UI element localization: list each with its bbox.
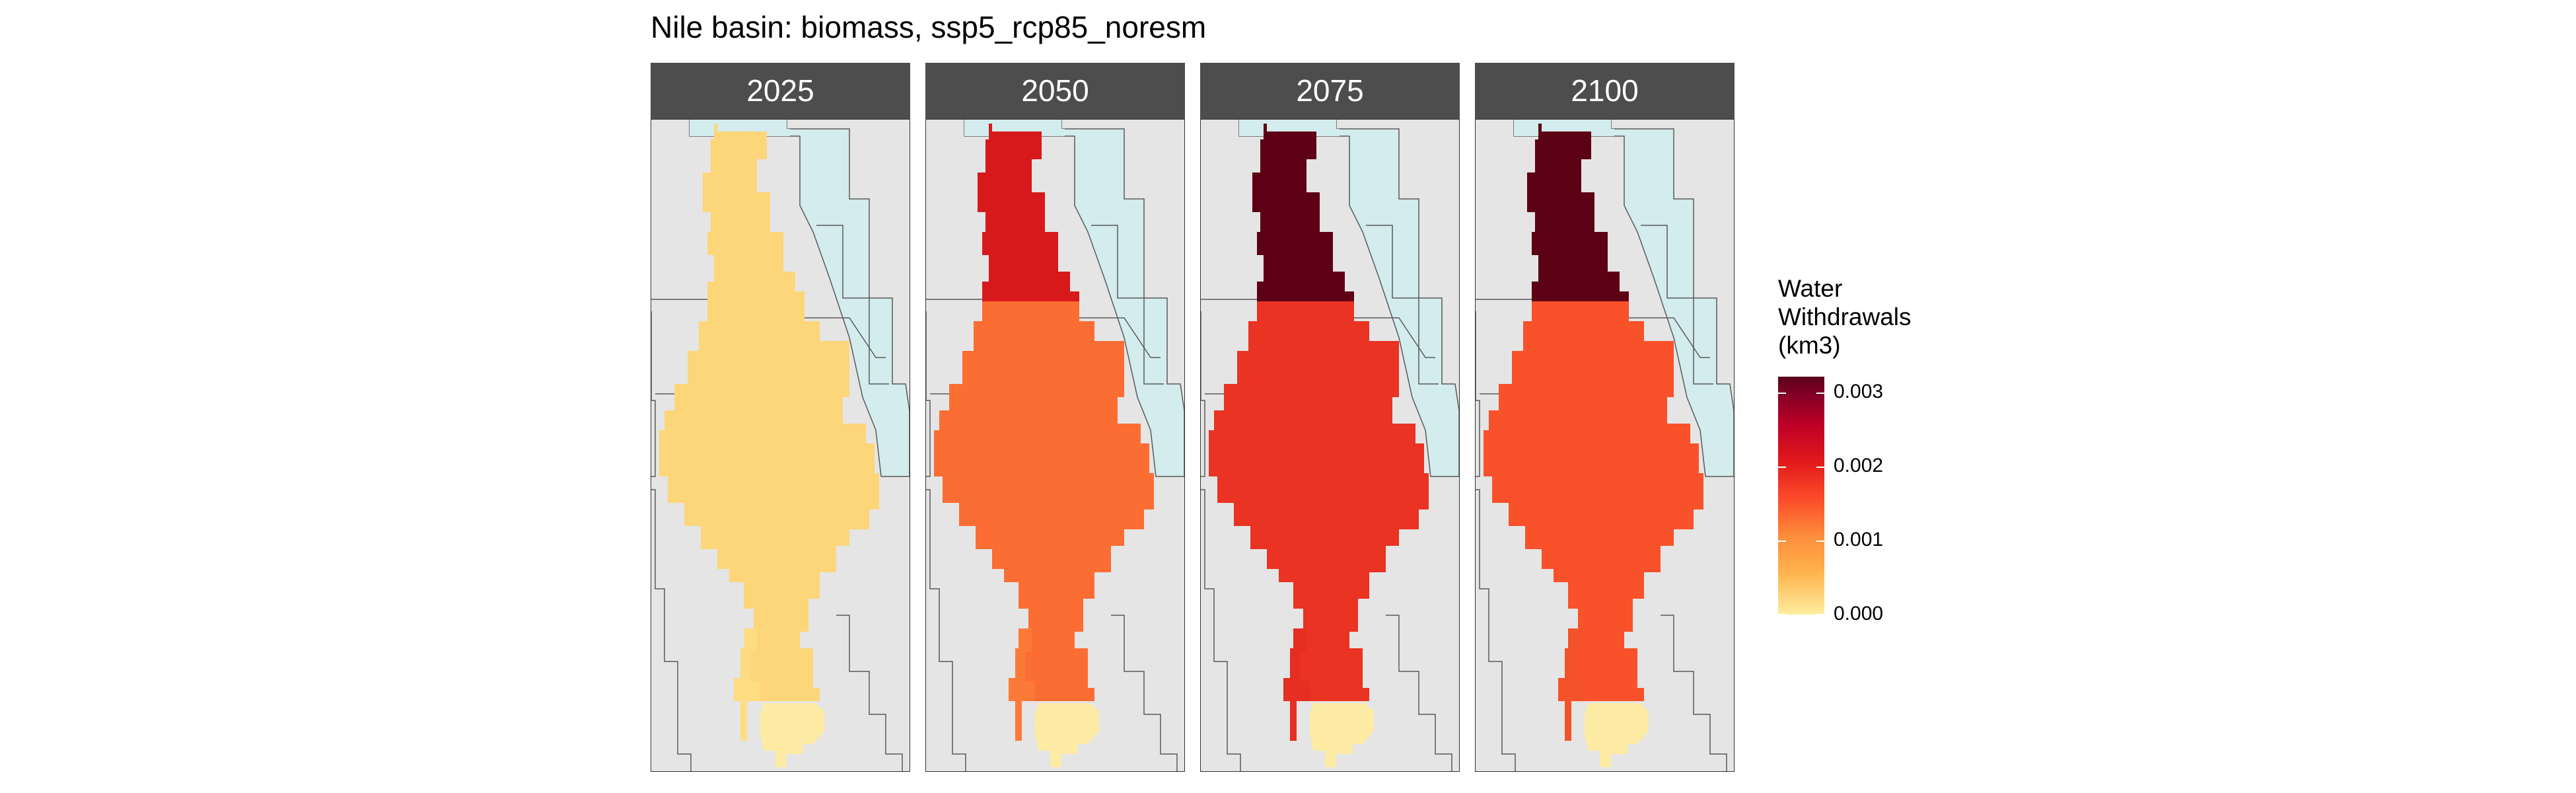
lake-victoria-region (1310, 703, 1374, 767)
map-panel (1475, 119, 1735, 772)
red-sea-region (1513, 120, 1734, 477)
basin-north-region (978, 124, 1079, 301)
facet-strip-label: 2075 (1200, 63, 1460, 119)
basin-north-region (703, 124, 805, 301)
legend-title-line: (km3) (1778, 332, 1841, 359)
country-border (1111, 615, 1178, 771)
facet-panel-2050: 2050 (925, 63, 1185, 772)
lake-victoria-region (1035, 703, 1099, 767)
red-sea-region (1238, 120, 1459, 477)
legend-tick-label: 0.003 (1834, 381, 1884, 402)
map-panel (651, 119, 910, 772)
basin-main-region (934, 301, 1154, 701)
map-panel (925, 119, 1185, 772)
legend-tick (1778, 614, 1786, 615)
legend-title-line: Withdrawals (1778, 303, 1912, 330)
red-sea-region (689, 120, 910, 477)
facet-strip-label: 2025 (651, 63, 910, 119)
basin-main-region (659, 301, 879, 701)
country-border (1641, 225, 1713, 385)
basin-south-region (1283, 628, 1310, 741)
country-border (1386, 615, 1452, 771)
facet-panel-2100: 2100 (1475, 63, 1735, 772)
country-border (1091, 225, 1164, 385)
country-border (926, 489, 966, 771)
legend-tick (1816, 614, 1824, 615)
country-border (926, 311, 931, 477)
legend-title: Water Withdrawals (km3) (1778, 274, 1912, 359)
lake-victoria-region (760, 703, 824, 767)
country-border (1201, 311, 1205, 477)
legend-tick-label: 0.000 (1834, 603, 1884, 624)
basin-north-region (1527, 124, 1629, 301)
basin-main-region (1209, 301, 1429, 701)
country-border (1201, 489, 1241, 771)
legend-tick (1816, 393, 1824, 394)
country-border (1661, 615, 1727, 771)
basin-main-region (1484, 301, 1703, 701)
legend-tick (1778, 541, 1786, 542)
legend-colorbar (1778, 377, 1824, 615)
legend-tick-label: 0.001 (1834, 529, 1884, 550)
map-panel (1200, 119, 1460, 772)
country-border (651, 311, 656, 477)
basin-south-region (1009, 628, 1035, 741)
basin-south-region (734, 628, 760, 741)
country-border (1476, 311, 1480, 477)
legend-tick (1778, 467, 1786, 468)
country-border (1476, 489, 1516, 771)
basin-north-region (1252, 124, 1354, 301)
legend-tick (1816, 467, 1824, 468)
facet-panel-2075: 2075 (1200, 63, 1460, 772)
facet-panel-2025: 2025 (651, 63, 910, 772)
chart-title: Nile basin: biomass, ssp5_rcp85_noresm (651, 10, 1207, 44)
lake-victoria-region (1585, 703, 1649, 767)
legend-tick (1816, 541, 1824, 542)
legend-tick (1778, 393, 1786, 394)
country-border (651, 489, 692, 771)
facet-strip-label: 2050 (925, 63, 1185, 119)
country-border (1366, 225, 1439, 385)
country-border (816, 225, 889, 385)
legend-title-line: Water (1778, 275, 1843, 302)
facet-strip-label: 2100 (1475, 63, 1735, 119)
country-border (836, 615, 903, 771)
basin-south-region (1558, 628, 1585, 741)
red-sea-region (964, 120, 1184, 477)
legend-tick-label: 0.002 (1834, 455, 1884, 476)
